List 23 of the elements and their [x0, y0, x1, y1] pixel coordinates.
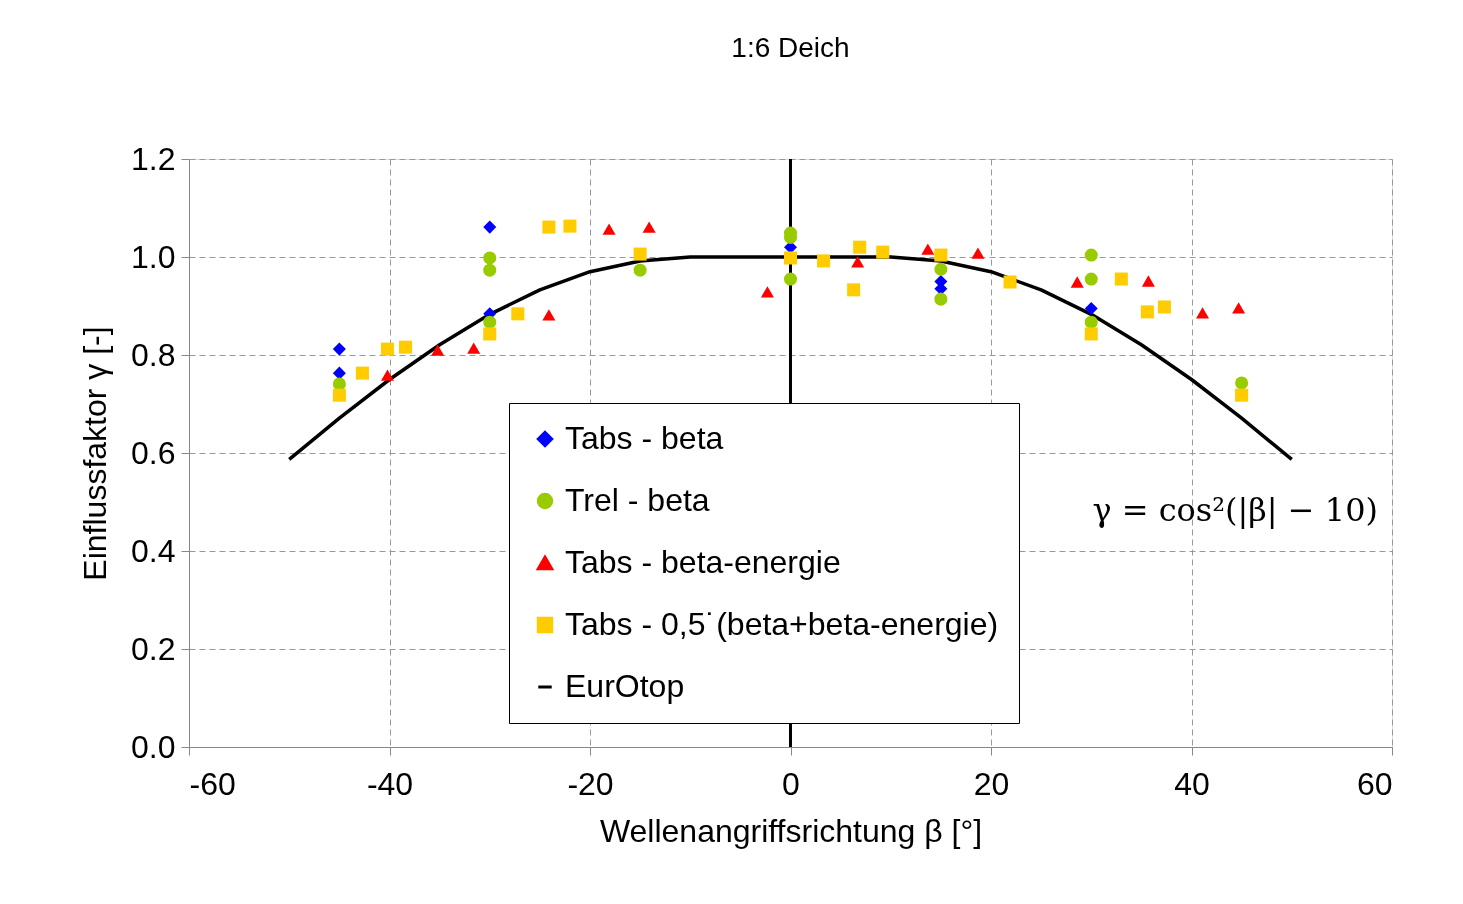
- legend-label: EurOtop: [565, 668, 685, 704]
- x-axis-title: Wellenangriffsrichtung β [°]: [599, 812, 983, 849]
- y-tick-label: 1.2: [131, 140, 176, 177]
- x-tick-label: -60: [189, 765, 236, 802]
- chart-title: 1:6 Deich: [731, 32, 850, 63]
- x-tick-label: 20: [973, 765, 1010, 802]
- x-tick-label: 60: [1356, 765, 1393, 802]
- legend-label: Tabs - 0,5˙(beta+beta-energie): [565, 606, 999, 642]
- x-tick-label: 40: [1174, 765, 1210, 802]
- y-tick-label: 0.0: [131, 728, 176, 765]
- legend-label: Tabs - beta: [565, 420, 724, 456]
- y-tick-label: 0.6: [131, 434, 176, 471]
- y-tick-label: 0.4: [131, 532, 176, 569]
- x-tick-label: -20: [567, 765, 614, 802]
- y-tick-label: 1.0: [131, 238, 176, 275]
- y-tick-label: 0.8: [131, 336, 176, 373]
- legend-label: Trel - beta: [565, 482, 710, 518]
- x-tick-label: -40: [366, 765, 414, 802]
- y-axis-title: Einflussfaktor γ [-]: [77, 326, 114, 581]
- y-tick-label: 0.2: [131, 630, 176, 667]
- x-tick-label: 0: [782, 765, 800, 802]
- legend-label: Tabs - beta-energie: [565, 544, 841, 580]
- annotation: γ = cos²(|β| − 10): [1092, 491, 1378, 529]
